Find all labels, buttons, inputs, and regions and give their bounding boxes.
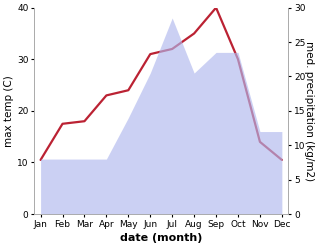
X-axis label: date (month): date (month) [120,233,203,243]
Y-axis label: max temp (C): max temp (C) [4,75,14,147]
Y-axis label: med. precipitation (kg/m2): med. precipitation (kg/m2) [304,41,314,181]
